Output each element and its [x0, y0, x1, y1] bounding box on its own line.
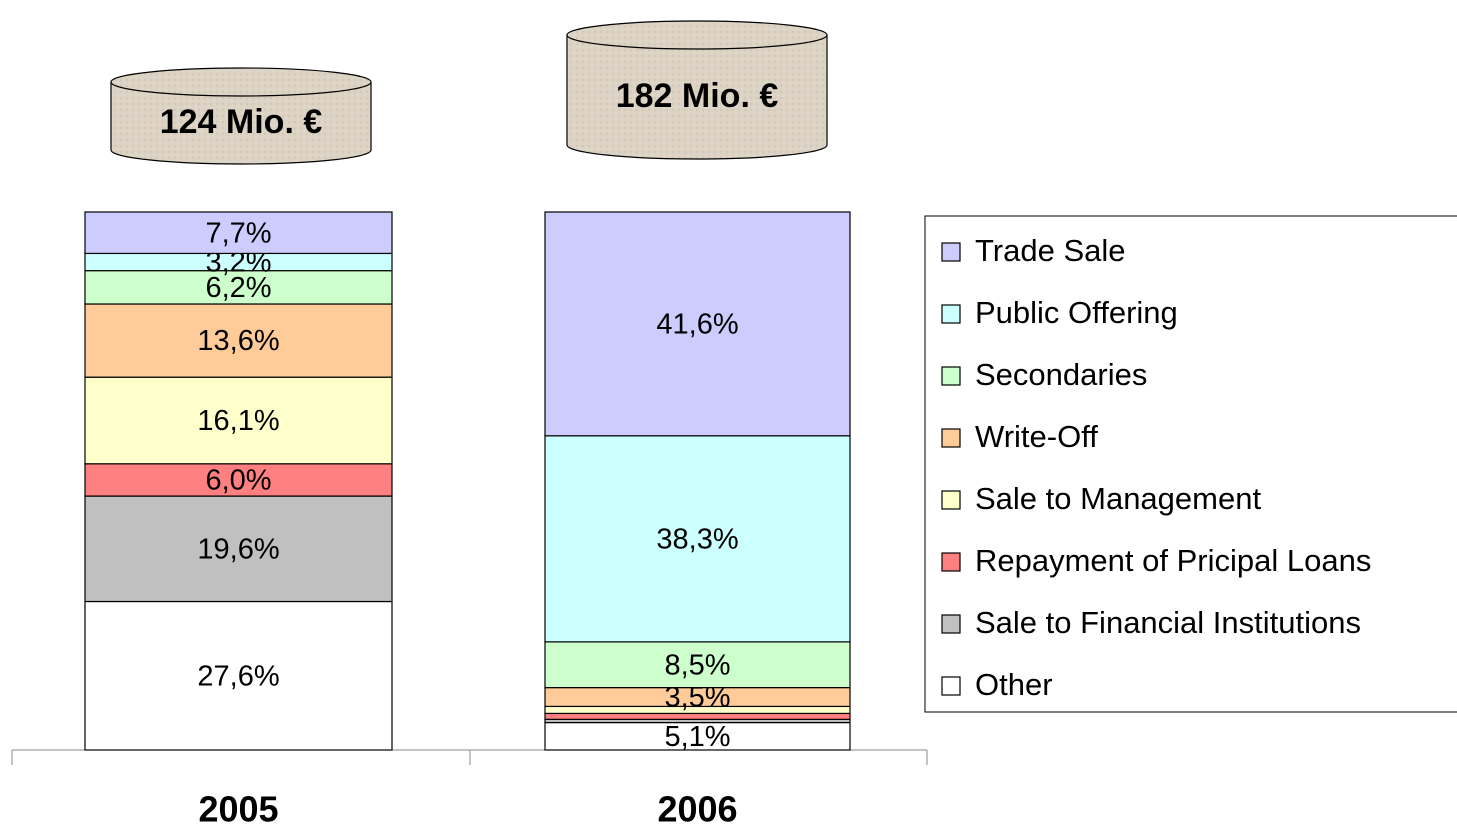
legend-label: Public Offering — [975, 295, 1178, 330]
legend-label: Repayment of Pricipal Loans — [975, 543, 1371, 578]
data-label: 8,5% — [664, 649, 730, 681]
page: {"chart_data": {"type": "stacked-bar", "… — [0, 0, 1457, 837]
x-tick-label: 2006 — [657, 789, 737, 830]
bar-segment — [545, 713, 850, 719]
legend-swatch — [942, 305, 960, 323]
legend-label: Secondaries — [975, 357, 1147, 392]
total-cylinder-top — [111, 68, 371, 96]
legend-swatch — [942, 677, 960, 695]
x-tick-label: 2005 — [198, 789, 278, 830]
total-label: 182 Mio. € — [616, 77, 779, 115]
data-label: 13,6% — [197, 325, 279, 357]
total-label: 124 Mio. € — [160, 103, 323, 141]
legend-label: Write-Off — [975, 419, 1098, 454]
legend-label: Other — [975, 667, 1053, 702]
data-label: 38,3% — [656, 523, 738, 555]
data-label: 41,6% — [656, 309, 738, 341]
legend-swatch — [942, 553, 960, 571]
data-label: 5,1% — [664, 721, 730, 753]
data-label: 6,0% — [205, 465, 271, 497]
data-label: 7,7% — [205, 217, 271, 249]
legend-swatch — [942, 429, 960, 447]
legend-swatch — [942, 367, 960, 385]
legend-label: Sale to Financial Institutions — [975, 605, 1361, 640]
data-label: 27,6% — [197, 660, 279, 692]
total-cylinder-top — [567, 21, 827, 49]
legend-swatch — [942, 615, 960, 633]
legend-label: Sale to Management — [975, 481, 1261, 516]
legend-label: Trade Sale — [975, 233, 1126, 268]
data-label: 19,6% — [197, 533, 279, 565]
legend-swatch — [942, 491, 960, 509]
data-label: 16,1% — [197, 405, 279, 437]
legend-swatch — [942, 243, 960, 261]
chart: 27,6%19,6%6,0%16,1%13,6%6,2%3,2%7,7%2005… — [0, 0, 1457, 832]
